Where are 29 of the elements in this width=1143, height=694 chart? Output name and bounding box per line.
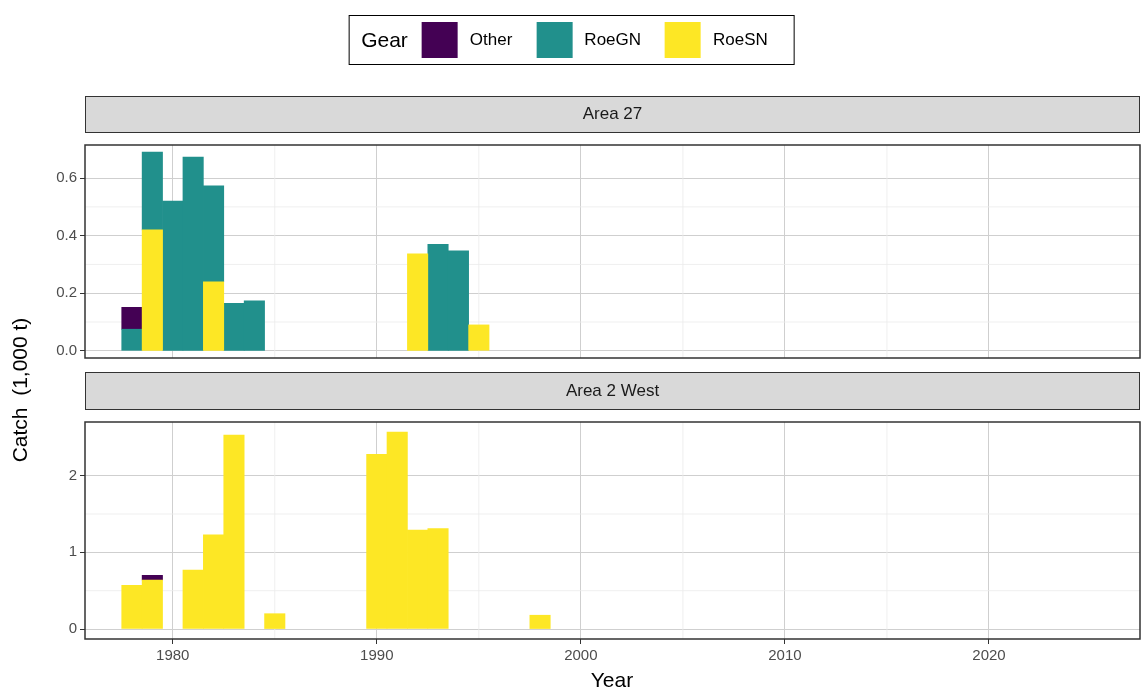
legend-label: RoeSN xyxy=(713,30,768,50)
x-tick-label: 2000 xyxy=(564,646,598,664)
bar xyxy=(141,575,163,581)
bar xyxy=(264,613,286,629)
y-tick-label: 1 xyxy=(68,542,77,560)
bar xyxy=(141,229,163,351)
x-tick-label: 2020 xyxy=(972,646,1006,664)
y-tick-label: 0.4 xyxy=(56,225,77,243)
x-tick-label: 1990 xyxy=(360,646,394,664)
legend-label: RoeGN xyxy=(584,30,642,50)
bar xyxy=(529,614,551,629)
bar xyxy=(203,281,225,351)
x-tick-label: 1980 xyxy=(156,646,190,664)
y-tick-label: 0.6 xyxy=(56,168,77,186)
bar xyxy=(407,253,429,351)
bar xyxy=(121,307,143,330)
y-axis-title: Catch (1,000 t) xyxy=(8,317,32,463)
y-tick-label: 2 xyxy=(68,465,77,483)
bar xyxy=(121,328,143,351)
chart-title: Area 2 West xyxy=(85,372,1140,410)
legend-title: Gear xyxy=(361,28,408,52)
chart-title: Area 27 xyxy=(85,96,1140,133)
y-tick-label: 0 xyxy=(68,619,77,637)
y-tick-label: 0.0 xyxy=(56,340,77,358)
bar xyxy=(468,324,490,351)
legend-label: Other xyxy=(469,30,513,50)
y-tick-label: 0.2 xyxy=(56,283,77,301)
x-tick-label: 2010 xyxy=(768,646,802,664)
x-axis-title: Year xyxy=(590,668,634,692)
